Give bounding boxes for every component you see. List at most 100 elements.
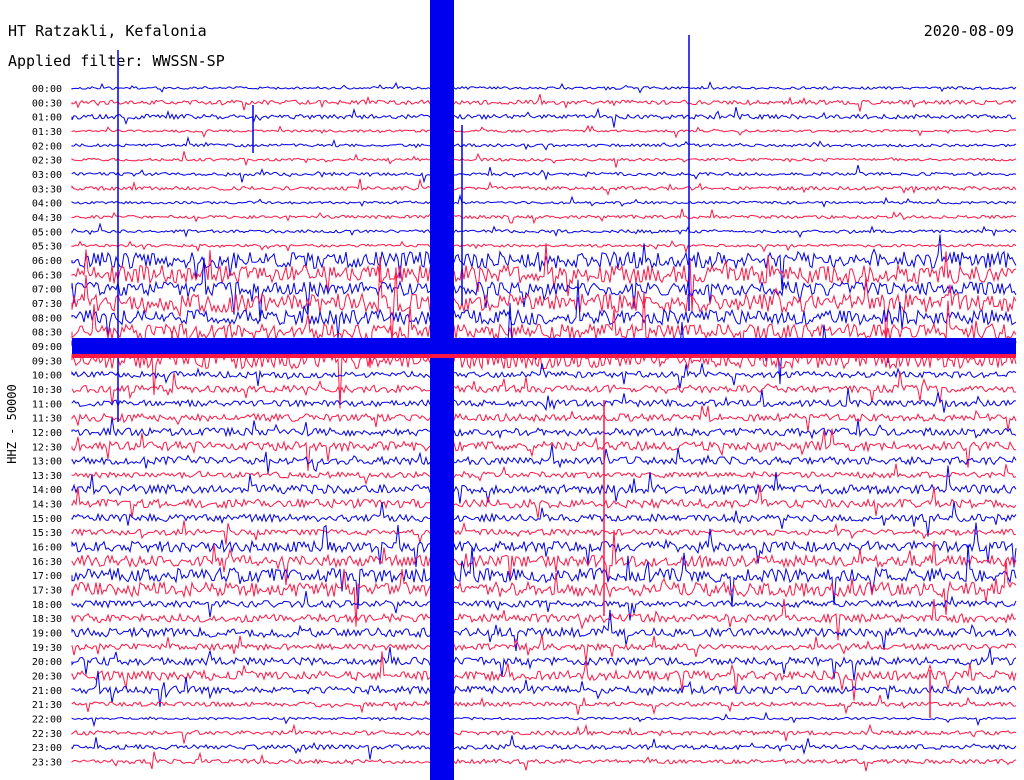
time-label: 17:30 xyxy=(32,586,62,597)
trace-row-1830 xyxy=(71,598,1017,641)
time-label: 22:00 xyxy=(32,715,62,726)
trace-row-1900 xyxy=(71,609,1017,652)
time-label: 18:00 xyxy=(32,600,62,611)
time-label: 23:30 xyxy=(32,758,62,769)
time-label: 09:00 xyxy=(32,342,62,353)
time-label: 02:30 xyxy=(32,156,62,167)
time-label: 11:30 xyxy=(32,414,62,425)
trace-row-1130 xyxy=(71,405,1017,432)
trace-row-2200 xyxy=(71,711,1017,728)
trace-row-2100 xyxy=(71,670,1017,708)
trace-row-2330 xyxy=(71,751,1017,772)
time-label: 15:30 xyxy=(32,528,62,539)
time-label: 20:00 xyxy=(32,657,62,668)
trace-row-2130 xyxy=(71,694,1017,716)
time-label: 00:00 xyxy=(32,84,62,95)
time-label: 19:00 xyxy=(32,629,62,640)
trace-row-1730 xyxy=(71,559,1017,627)
time-label: 12:30 xyxy=(32,442,62,453)
time-label: 14:30 xyxy=(32,500,62,511)
y-axis-label: HHZ - 50000 xyxy=(5,384,19,463)
time-label: 19:30 xyxy=(32,643,62,654)
time-label: 06:30 xyxy=(32,270,62,281)
trace-row-0400 xyxy=(71,193,1017,208)
trace-row-1030 xyxy=(71,371,1017,406)
filter-label: Applied filter: WWSSN-SP xyxy=(8,52,225,70)
noisy-row-band xyxy=(72,338,1016,356)
time-label: 12:00 xyxy=(32,428,62,439)
trace-row-1100 xyxy=(71,388,1016,413)
time-label-group: 00:00 00:30 01:00 01:30 02:00 02:30 03:00 03:30… xyxy=(32,84,62,769)
trace-row-1600 xyxy=(71,522,1017,568)
time-label: 20:30 xyxy=(32,672,62,683)
trace-row-0800 xyxy=(71,279,1017,339)
time-label: 16:30 xyxy=(32,557,62,568)
time-label: 15:00 xyxy=(32,514,62,525)
time-label: 07:00 xyxy=(32,285,62,296)
trace-row-0230 xyxy=(71,151,1017,168)
trace-row-0830 xyxy=(71,291,1017,368)
trace-group xyxy=(71,80,1017,772)
trace-row-0700 xyxy=(71,257,1017,322)
time-label: 10:30 xyxy=(32,385,62,396)
time-label: 01:00 xyxy=(32,113,62,124)
trace-row-1700 xyxy=(71,544,1017,610)
trace-row-1530 xyxy=(71,520,1016,545)
trace-row-1430 xyxy=(71,484,1017,519)
time-label: 14:00 xyxy=(32,485,62,496)
trace-row-2000 xyxy=(71,646,1017,681)
trace-row-0430 xyxy=(71,208,1017,225)
time-label: 08:30 xyxy=(32,328,62,339)
trace-row-0100 xyxy=(71,106,1017,128)
time-label: 04:30 xyxy=(32,213,62,224)
time-label: 07:30 xyxy=(32,299,62,310)
time-label: 00:30 xyxy=(32,98,62,109)
time-label: 08:00 xyxy=(32,313,62,324)
trace-row-1000 xyxy=(71,363,1017,389)
trace-row-1330 xyxy=(71,462,1017,486)
saturated-signal-band xyxy=(430,0,454,780)
time-label: 03:30 xyxy=(32,184,62,195)
time-label: 03:00 xyxy=(32,170,62,181)
trace-row-1800 xyxy=(71,591,1017,621)
station-title: HT Ratzakli, Kefalonia xyxy=(8,22,207,40)
time-label: 10:00 xyxy=(32,371,62,382)
event-burst-group xyxy=(72,0,1016,780)
trace-row-1500 xyxy=(71,501,1017,537)
time-label: 22:30 xyxy=(32,729,62,740)
time-label: 16:00 xyxy=(32,543,62,554)
trace-row-1300 xyxy=(71,444,1017,475)
date-label: 2020-08-09 xyxy=(924,22,1014,40)
time-label: 05:00 xyxy=(32,227,62,238)
trace-row-1230 xyxy=(71,428,1017,471)
time-label: 13:00 xyxy=(32,457,62,468)
time-label: 06:00 xyxy=(32,256,62,267)
time-label: 05:30 xyxy=(32,242,62,253)
trace-row-0530 xyxy=(71,239,1017,254)
trace-row-0500 xyxy=(71,222,1017,239)
trace-row-1400 xyxy=(71,465,1017,506)
trace-row-1200 xyxy=(71,417,1017,440)
trace-row-1630 xyxy=(71,529,1017,586)
trace-row-0200 xyxy=(71,135,1017,151)
time-label: 01:30 xyxy=(32,127,62,138)
trace-row-0130 xyxy=(71,124,1017,139)
time-label: 13:30 xyxy=(32,471,62,482)
time-label: 02:00 xyxy=(32,141,62,152)
time-label: 04:00 xyxy=(32,199,62,210)
time-label: 21:30 xyxy=(32,700,62,711)
trace-row-2230 xyxy=(71,723,1017,744)
trace-row-0300 xyxy=(71,164,1017,184)
trace-row-2300 xyxy=(71,735,1017,760)
time-label: 17:00 xyxy=(32,571,62,582)
trace-row-0600 xyxy=(71,234,1017,291)
time-label: 11:00 xyxy=(32,399,62,410)
trace-row-0330 xyxy=(71,178,1017,196)
trace-row-0630 xyxy=(71,243,1017,312)
trace-row-1930 xyxy=(71,631,1017,662)
time-label: 21:00 xyxy=(32,686,62,697)
time-label: 09:30 xyxy=(32,356,62,367)
trace-row-2030 xyxy=(71,651,1017,701)
trace-row-0030 xyxy=(71,94,1017,112)
